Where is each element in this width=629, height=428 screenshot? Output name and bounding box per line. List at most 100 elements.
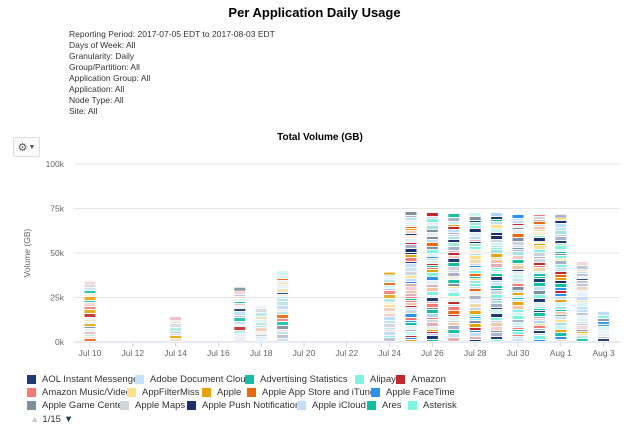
bar-segment (576, 310, 588, 312)
bar-segment (491, 250, 503, 253)
bar-segment (555, 330, 567, 332)
legend-item[interactable]: Amazon Music/Video (27, 387, 131, 398)
legend-item[interactable]: Apple Push Notification (187, 400, 300, 411)
bar-segment (555, 326, 567, 329)
bar-segment (170, 324, 182, 327)
bar-segment (384, 321, 396, 323)
bar-segment (255, 309, 267, 312)
bar-segment (491, 289, 503, 290)
legend-item[interactable]: Ares (367, 400, 402, 411)
bar-segment (533, 311, 545, 312)
legend-item[interactable]: Apple Maps (120, 400, 185, 411)
bar-segment (555, 307, 567, 309)
bar-segment (405, 303, 417, 305)
triangle-down-icon[interactable]: ▼ (63, 414, 74, 425)
bar-segment (491, 310, 503, 313)
bar-segment (469, 266, 481, 267)
bar-segment (448, 225, 460, 226)
bar-segment (598, 331, 610, 333)
chart-options-button[interactable]: ⚙ ▼ (13, 137, 40, 157)
bar-jul-24[interactable] (384, 272, 396, 342)
bar-segment (555, 275, 567, 277)
bar-jul-10[interactable] (84, 281, 96, 342)
bar-segment (598, 319, 610, 321)
bar-jul-17[interactable] (234, 287, 246, 342)
bar-segment (533, 324, 545, 325)
bar-segment (512, 230, 524, 233)
legend-item[interactable]: Apple FaceTime (371, 387, 455, 398)
bar-segment (255, 337, 267, 338)
legend-item[interactable]: Adobe Document Cloud (135, 374, 251, 385)
bar-segment (533, 340, 545, 341)
bar-segment (255, 326, 267, 327)
bar-segment (469, 254, 481, 255)
bar-segment (491, 277, 503, 280)
bar-segment (277, 289, 289, 292)
bar-segment (491, 225, 503, 228)
bar-segment (533, 232, 545, 235)
bar-jul-28[interactable] (469, 212, 481, 342)
bar-jul-14[interactable] (170, 317, 182, 342)
bar-segment (491, 283, 503, 285)
legend-item[interactable]: Asterisk (408, 400, 457, 411)
legend-item[interactable]: AppFilterMiss (127, 387, 200, 398)
bar-segment (512, 306, 524, 309)
bar-segment (469, 304, 481, 307)
bar-segment (512, 326, 524, 327)
legend-item[interactable]: Alipay (355, 374, 396, 385)
bar-segment (405, 287, 417, 290)
bar-segment (469, 268, 481, 270)
bar-jul-29[interactable] (491, 212, 503, 342)
legend-item[interactable]: Apple (202, 387, 241, 398)
bar-segment (512, 264, 524, 265)
bar-segment (533, 329, 545, 330)
bar-segment (384, 314, 396, 316)
bar-segment (555, 235, 567, 236)
bar-segment (384, 291, 396, 294)
bar-segment (555, 246, 567, 249)
legend-item[interactable]: Advertising Statistics (245, 374, 348, 385)
bar-segment (512, 272, 524, 274)
bar-jul-27[interactable] (448, 213, 460, 342)
bar-jul-26[interactable] (426, 212, 438, 342)
bar-jul-31[interactable] (533, 213, 545, 342)
bar-aug-1[interactable] (555, 214, 567, 342)
bar-segment (576, 279, 588, 280)
bar-segment (576, 293, 588, 296)
bar-segment (533, 287, 545, 290)
x-tick-label: Jul 22 (335, 348, 358, 358)
bar-jul-18[interactable] (255, 304, 267, 342)
bar-segment (576, 316, 588, 317)
legend-swatch (202, 388, 211, 397)
bar-segment (576, 270, 588, 271)
bar-segment (491, 281, 503, 282)
bar-aug-2[interactable] (576, 261, 588, 342)
bar-segment (512, 323, 524, 325)
legend-label: Apple (217, 387, 242, 398)
bar-segment (84, 288, 96, 290)
bar-segment (405, 282, 417, 283)
report-title: Per Application Daily Usage (228, 5, 401, 20)
bar-segment (405, 323, 417, 325)
x-tick-label: Jul 20 (293, 348, 316, 358)
bar-segment (405, 299, 417, 300)
legend-item[interactable]: Apple App Store and iTunes (247, 387, 380, 398)
legend-item[interactable]: Apple iCloud (297, 400, 366, 411)
legend-item[interactable]: AOL Instant Messenger (27, 374, 141, 385)
bar-segment (84, 310, 96, 313)
bar-jul-30[interactable] (512, 213, 524, 342)
legend-swatch (245, 375, 254, 384)
bar-jul-19[interactable] (277, 270, 289, 342)
bar-segment (469, 271, 481, 273)
bar-segment (384, 338, 396, 341)
bar-segment (448, 256, 460, 258)
bar-jul-25[interactable] (405, 210, 417, 342)
legend-item[interactable]: Apple Game Center (27, 400, 126, 411)
triangle-up-icon[interactable]: ▲ (30, 414, 40, 425)
bar-segment (405, 308, 417, 309)
legend-item[interactable]: Amazon (396, 374, 446, 385)
bar-segment (469, 319, 481, 320)
bar-segment (84, 337, 96, 338)
bar-segment (277, 302, 289, 305)
bar-aug-3[interactable] (598, 310, 610, 342)
